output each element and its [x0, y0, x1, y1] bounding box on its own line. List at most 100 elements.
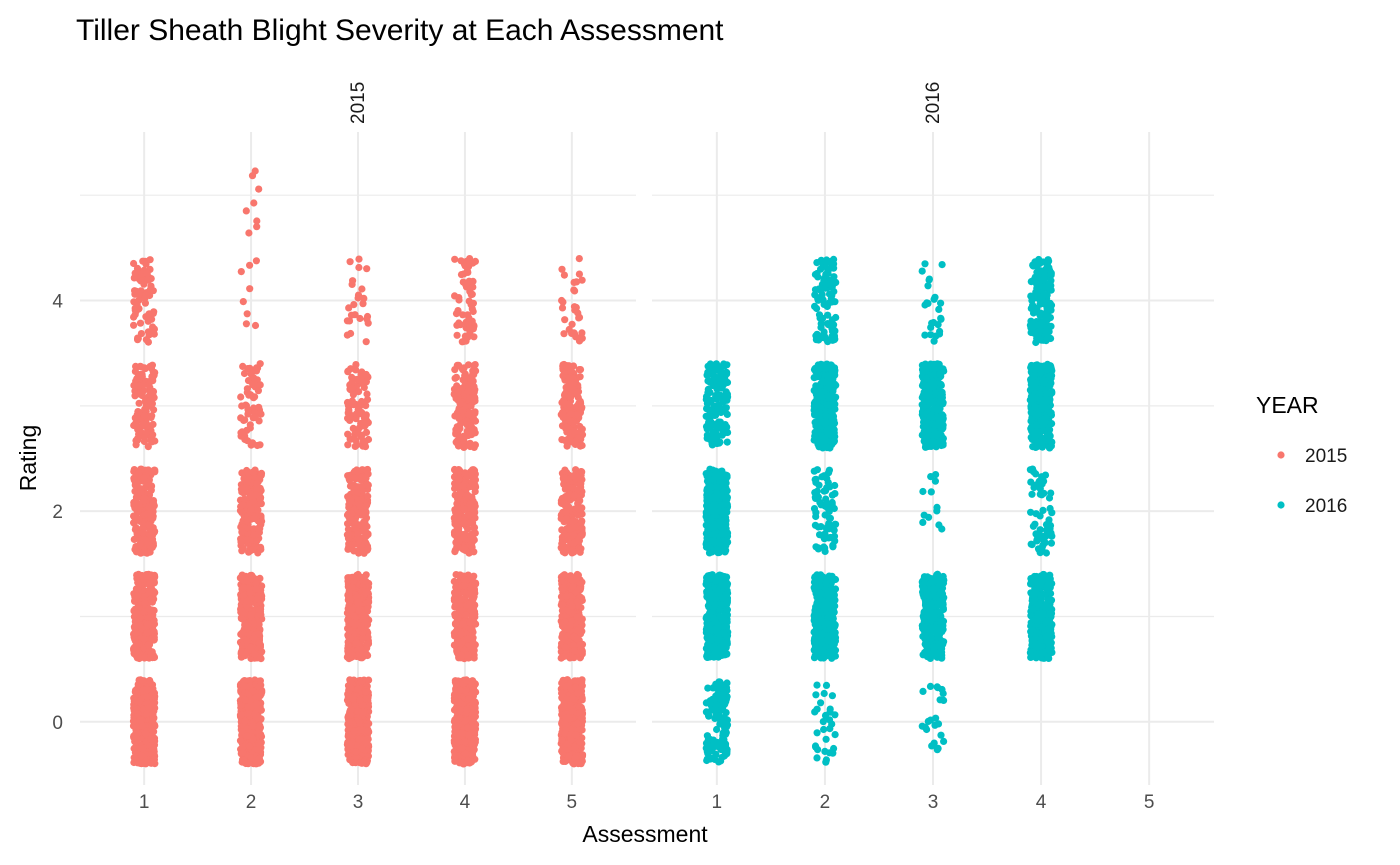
data-point	[362, 527, 370, 536]
data-point	[566, 652, 575, 660]
data-point	[243, 310, 251, 318]
data-point	[351, 442, 359, 450]
data-point	[577, 624, 585, 632]
data-point	[254, 387, 262, 395]
data-point	[149, 420, 157, 428]
data-point	[142, 730, 150, 738]
data-point	[134, 434, 142, 442]
data-point	[350, 301, 358, 309]
data-point	[364, 727, 372, 735]
data-point	[457, 433, 465, 442]
data-point	[345, 593, 353, 601]
data-point	[568, 602, 576, 610]
data-point	[135, 399, 143, 407]
data-point	[455, 524, 463, 532]
data-point	[240, 682, 248, 690]
data-point	[130, 645, 138, 653]
data-point	[134, 334, 142, 342]
data-point	[354, 429, 362, 437]
data-point	[141, 599, 149, 607]
data-point	[137, 676, 145, 685]
data-point	[465, 589, 473, 598]
data-point	[237, 538, 245, 546]
data-point	[350, 484, 359, 492]
data-point	[255, 185, 263, 193]
data-point	[255, 606, 263, 614]
data-point	[472, 367, 480, 375]
data-point	[471, 476, 479, 484]
data-point	[470, 746, 478, 754]
data-point	[244, 703, 252, 711]
data-point	[148, 654, 157, 662]
data-point	[139, 381, 147, 390]
data-point	[451, 620, 460, 628]
data-point	[346, 677, 354, 685]
data-point	[364, 319, 372, 327]
data-point	[249, 546, 257, 554]
data-point	[362, 577, 370, 585]
data-point	[572, 683, 580, 692]
data-point	[133, 571, 141, 579]
data-point	[450, 514, 458, 522]
data-point	[140, 635, 148, 643]
data-point	[462, 717, 470, 725]
data-point	[347, 684, 355, 692]
data-point	[145, 605, 153, 613]
data-point	[358, 285, 366, 293]
data-point	[454, 504, 462, 513]
data-point	[464, 410, 473, 418]
data-point	[243, 536, 251, 544]
data-point	[462, 337, 470, 345]
data-point	[471, 417, 480, 425]
data-point	[241, 696, 249, 704]
data-point	[459, 620, 467, 628]
data-point	[578, 648, 586, 656]
data-point	[359, 300, 367, 308]
data-point	[465, 297, 473, 305]
data-point	[253, 699, 261, 708]
data-point	[573, 575, 581, 583]
data-point	[466, 439, 474, 447]
data-point	[258, 517, 266, 525]
data-point	[238, 743, 247, 751]
data-point	[568, 694, 577, 702]
data-point	[355, 607, 363, 615]
data-point	[138, 745, 146, 753]
data-point	[143, 269, 151, 277]
data-point	[573, 613, 582, 621]
data-point	[237, 268, 245, 276]
data-point	[469, 325, 477, 333]
data-point	[557, 577, 566, 585]
data-point	[344, 367, 352, 375]
data-point	[464, 651, 472, 659]
data-point	[247, 492, 255, 500]
data-point	[467, 503, 475, 512]
data-point	[236, 737, 245, 745]
data-point	[248, 172, 257, 180]
data-point	[254, 746, 262, 754]
data-point	[460, 519, 468, 527]
data-point	[472, 688, 480, 696]
data-point	[243, 437, 252, 445]
data-point	[349, 695, 357, 703]
data-point	[238, 485, 246, 493]
data-point	[451, 255, 459, 263]
data-point	[572, 731, 580, 739]
data-point	[562, 592, 571, 600]
facet-points-2015	[129, 167, 587, 768]
data-point	[136, 540, 144, 548]
data-point	[452, 426, 460, 434]
data-point	[348, 606, 356, 614]
data-point	[241, 717, 249, 725]
data-point	[247, 611, 255, 620]
data-point	[131, 311, 139, 319]
data-point	[354, 294, 362, 302]
data-point	[241, 650, 249, 659]
data-point	[146, 579, 154, 587]
data-point	[364, 481, 372, 489]
data-point	[141, 299, 149, 307]
data-point	[134, 374, 142, 382]
data-point	[244, 468, 252, 476]
data-point	[567, 572, 575, 580]
data-point	[132, 287, 140, 295]
